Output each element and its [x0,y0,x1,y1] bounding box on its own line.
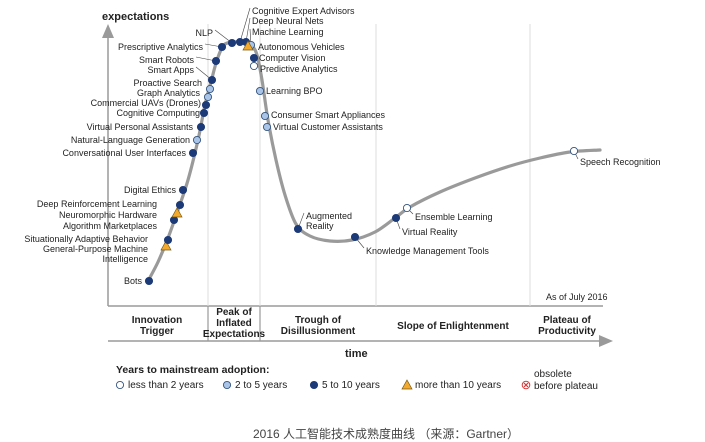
caption: 2016 人工智能技术成熟度曲线 （来源：Gartner） [253,426,519,441]
marker-ensemble-learning [402,203,412,213]
label-bots: Bots [124,276,143,286]
label-natural-language-generation: Natural-Language Generation [71,135,190,145]
marker-learning-bpo [255,86,265,96]
marker-bots [144,276,154,286]
phase-labels: Innovation Trigger Peak of Inflated Expectat… [132,307,597,340]
marker-consumer-smart-appliances [260,111,270,121]
label-deep-reinforcement-learning: Deep Reinforcement Learning [37,199,157,209]
x-axis-label: time [345,348,368,360]
marker-situationally-adaptive-behavior [163,235,173,245]
legend-label-2to5: 2 to 5 years [235,380,287,391]
legend-label-lt2: less than 2 years [128,380,204,391]
label-autonomous-vehicles: Autonomous Vehicles [258,42,345,52]
label-virtual-customer-assistants: Virtual Customer Assistants [273,122,383,132]
phase-label-plateau-of-productivity: Plateau of Productivity [538,315,596,337]
marker-computer-vision [249,53,259,63]
marker-deep-reinforcement-learning [175,200,185,210]
label-knowledge-management-tools: Knowledge Management Tools [366,246,489,256]
phase-label-innovation-trigger: Innovation Trigger [132,315,183,337]
marker-proactive-search [205,84,215,94]
legend-marker-gt10 [401,379,413,390]
label-digital-ethics: Digital Ethics [124,185,177,195]
label-virtual-reality: Virtual Reality [402,227,458,237]
label-leaders [195,7,579,249]
phase-label-slope-of-enlightenment: Slope of Enlightenment [397,321,509,332]
label-predictive-analytics: Predictive Analytics [260,64,338,74]
marker-digital-ethics [178,185,188,195]
marker-augmented-reality [293,224,303,234]
label-graph-analytics: Graph Analytics [137,88,201,98]
label-machine-learning: Machine Learning [252,27,324,37]
label-smart-robots: Smart Robots [139,55,195,65]
leader-deep-neural-nets [245,17,251,43]
label-augmented-reality: Augmented Reality [306,211,352,231]
label-algorithm-marketplaces: Algorithm Marketplaces [63,221,158,231]
marker-conversational-user-interfaces [188,148,198,158]
phase-dividers [207,24,531,341]
legend-marker-5to10 [309,380,319,390]
technology-markers [144,37,579,286]
marker-commercial-uavs-drones [201,100,211,110]
legend-label-gt10: more than 10 years [415,380,501,391]
marker-virtual-customer-assistants [262,122,272,132]
label-proactive-search: Proactive Search [133,78,202,88]
label-prescriptive-analytics: Prescriptive Analytics [118,42,204,52]
legend-label-obs: obsolete before plateau [534,369,598,392]
label-computer-vision: Computer Vision [259,53,325,63]
legend: Years to mainstream adoption: less than … [115,364,598,392]
marker-algorithm-marketplaces [169,215,179,225]
phase-label-trough-of-disillusionment: Trough of Disillusionment [281,315,356,337]
legend-marker-2to5 [222,380,232,390]
marker-nlp [227,38,237,48]
label-ensemble-learning: Ensemble Learning [415,212,493,222]
phase-label-peak-of-inflated-expectations: Peak of Inflated Expectations [203,307,266,340]
marker-predictive-analytics [249,61,259,71]
time-axis-arrow [599,335,613,347]
legend-marker-obs [521,380,531,390]
label-consumer-smart-appliances: Consumer Smart Appliances [271,110,386,120]
label-smart-apps: Smart Apps [147,65,194,75]
label-situationally-adaptive-behavior: Situationally Adaptive Behavior [24,234,148,244]
label-cognitive-computing: Cognitive Computing [116,108,200,118]
legend-items: less than 2 years 2 to 5 years 5 to 10 yea… [115,369,598,392]
label-deep-neural-nets: Deep Neural Nets [252,16,324,26]
legend-title: Years to mainstream adoption: [116,364,269,376]
marker-smart-robots [211,56,221,66]
label-commercial-uavs-drones: Commercial UAVs (Drones) [91,98,201,108]
marker-knowledge-management-tools [350,232,360,242]
marker-neuromorphic-hardware [171,207,183,218]
label-conversational-user-interfaces: Conversational User Interfaces [62,148,186,158]
legend-label-5to10: 5 to 10 years [322,380,380,391]
label-virtual-personal-assistants: Virtual Personal Assistants [87,122,194,132]
label-neuromorphic-hardware: Neuromorphic Hardware [59,210,157,220]
as-of-label: As of July 2016 [546,292,608,302]
marker-virtual-reality [391,213,401,223]
label-cognitive-expert-advisors: Cognitive Expert Advisors [252,6,355,16]
y-axis-arrow [102,24,114,38]
marker-speech-recognition [569,146,579,156]
label-nlp: NLP [195,28,213,38]
y-axis-label: expectations [102,11,169,23]
legend-marker-lt2 [115,380,125,390]
marker-natural-language-generation [192,135,202,145]
marker-cognitive-computing [199,108,209,118]
marker-smart-apps [207,75,217,85]
leader-cognitive-expert-advisors [239,7,251,43]
marker-general-purpose-machine-intelligence [160,240,172,251]
marker-prescriptive-analytics [217,42,227,52]
label-speech-recognition: Speech Recognition [580,157,661,167]
marker-graph-analytics [203,92,213,102]
marker-virtual-personal-assistants [196,122,206,132]
label-learning-bpo: Learning BPO [266,86,323,96]
label-general-purpose-machine-intelligence: General-Purpose Machine Intelligence [43,244,148,264]
marker-autonomous-vehicles [242,40,254,51]
